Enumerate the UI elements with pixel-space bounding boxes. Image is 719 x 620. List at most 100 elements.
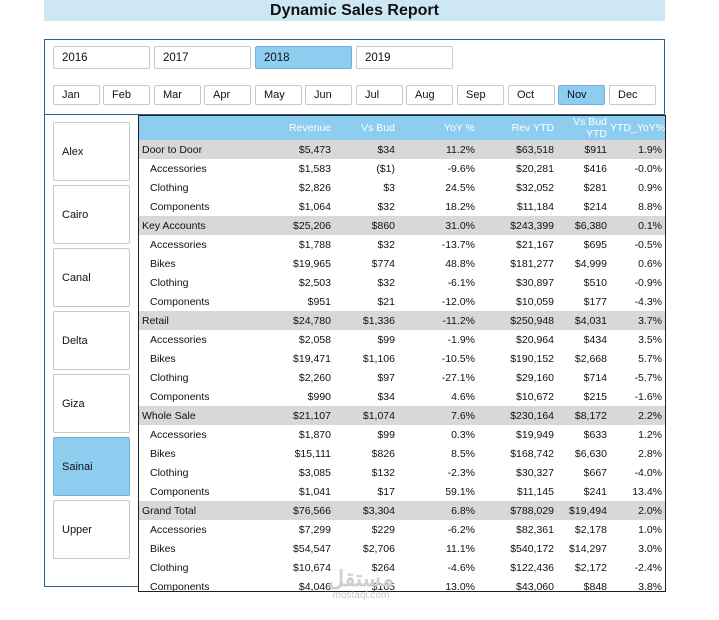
value-cell: -1.6% [634,390,662,403]
pivot-table-container: Revenue Vs Bud YoY % Rev YTD Vs Bud YTD … [138,115,666,592]
region-button-delta[interactable]: Delta [53,311,130,370]
region-button-giza[interactable]: Giza [53,374,130,433]
table-row[interactable]: Accessories $7,299 $229 -6.2% $82,361 $2,178 1… [139,520,665,539]
value-cell: $32 [377,200,395,213]
table-group-row[interactable]: Whole Sale $21,107 $1,074 7.6% $230,164 $8,17… [139,406,665,425]
value-cell: $34 [334,140,398,159]
month-button-feb[interactable]: Feb [103,85,150,105]
table-row[interactable]: Clothing $2,260 $97 -27.1% $29,160 $714 -5.7% [139,368,665,387]
table-row[interactable]: Bikes $15,111 $826 8.5% $168,742 $6,630 2.8% [139,444,665,463]
value-cell: $788,029 [478,501,557,520]
value-cell: $250,948 [478,311,557,330]
value-cell: $177 [583,295,607,308]
table-row[interactable]: Components $1,041 $17 59.1% $11,145 $241 13.4% [139,482,665,501]
value-cell: $29,160 [516,371,554,384]
region-button-sainai[interactable]: Sainai [53,437,130,496]
row-label-cell: Grand Total [139,501,239,520]
value-cell: $848 [583,580,607,592]
value-cell: $1,870 [298,428,331,441]
table-row[interactable]: Components $1,064 $32 18.2% $11,184 $214 8.8% [139,197,665,216]
row-label-cell: Components [150,485,210,498]
table-group-row[interactable]: Grand Total $76,566 $3,304 6.8% $788,029 $19,… [139,501,665,520]
value-cell: 2.0% [610,501,665,520]
value-cell: $214 [583,200,607,213]
value-cell: $2,826 [298,181,331,194]
row-label-cell: Door to Door [139,140,239,159]
table-row[interactable]: Clothing $3,085 $132 -2.3% $30,327 $667 -4.0% [139,463,665,482]
month-button-aug[interactable]: Aug [406,85,453,105]
header-vs-bud: Vs Bud [334,116,398,140]
region-button-alex[interactable]: Alex [53,122,130,181]
value-cell: $1,106 [362,352,395,365]
value-cell: 3.7% [610,311,665,330]
row-label-cell: Clothing [150,276,189,289]
value-cell: $6,630 [574,447,607,460]
table-row[interactable]: Clothing $10,674 $264 -4.6% $122,436 $2,172 -2… [139,558,665,577]
table-row[interactable]: Components $990 $34 4.6% $10,672 $215 -1.6% [139,387,665,406]
month-button-dec[interactable]: Dec [609,85,656,105]
value-cell: ($1) [376,162,395,175]
month-button-jan[interactable]: Jan [53,85,100,105]
table-row[interactable]: Components $4,046 $105 13.0% $43,060 $848 3.8% [139,577,665,592]
header-yoy: YoY % [398,116,478,140]
month-button-mar[interactable]: Mar [154,85,201,105]
value-cell: -13.7% [441,238,475,251]
table-row[interactable]: Bikes $19,471 $1,106 -10.5% $190,152 $2,668 5.… [139,349,665,368]
month-button-oct[interactable]: Oct [508,85,555,105]
value-cell: $21 [377,295,395,308]
value-cell: -2.3% [447,466,475,479]
row-label-cell: Components [150,295,210,308]
table-row[interactable]: Clothing $2,503 $32 -6.1% $30,897 $510 -0.9% [139,273,665,292]
table-row[interactable]: Accessories $1,870 $99 0.3% $19,949 $633 1.2% [139,425,665,444]
value-cell: 24.5% [445,181,475,194]
month-button-jun[interactable]: Jun [305,85,352,105]
table-row[interactable]: Accessories $1,583 ($1) -9.6% $20,281 $416 -0.… [139,159,665,178]
month-button-nov[interactable]: Nov [558,85,605,105]
region-button-canal[interactable]: Canal [53,248,130,307]
value-cell: 0.1% [610,216,665,235]
value-cell: $5,473 [239,140,334,159]
value-cell: 3.8% [638,580,662,592]
row-label-cell: Bikes [150,352,176,365]
value-cell: $122,436 [510,561,554,574]
value-cell: $3 [383,181,395,194]
region-button-upper[interactable]: Upper [53,500,130,559]
month-button-jul[interactable]: Jul [356,85,403,105]
value-cell: $774 [371,257,395,270]
value-cell: $826 [371,447,395,460]
year-button-2019[interactable]: 2019 [356,46,453,69]
value-cell: -6.1% [447,276,475,289]
value-cell: $99 [377,333,395,346]
month-button-sep[interactable]: Sep [457,85,504,105]
region-button-cairo[interactable]: Cairo [53,185,130,244]
year-button-2017[interactable]: 2017 [154,46,251,69]
value-cell: 48.8% [445,257,475,270]
table-group-row[interactable]: Key Accounts $25,206 $860 31.0% $243,399 $6,3… [139,216,665,235]
value-cell: -11.2% [398,311,478,330]
value-cell: $860 [334,216,398,235]
value-cell: $14,297 [569,542,607,555]
value-cell: 6.8% [398,501,478,520]
table-row[interactable]: Accessories $2,058 $99 -1.9% $20,964 $434 3.5% [139,330,665,349]
value-cell: $10,674 [293,561,331,574]
year-button-2018[interactable]: 2018 [255,46,352,69]
year-button-2016[interactable]: 2016 [53,46,150,69]
value-cell: -4.6% [447,561,475,574]
value-cell: $434 [583,333,607,346]
value-cell: $25,206 [239,216,334,235]
table-row[interactable]: Bikes $19,965 $774 48.8% $181,277 $4,999 0.6% [139,254,665,273]
table-group-row[interactable]: Retail $24,780 $1,336 -11.2% $250,948 $4,031 3… [139,311,665,330]
month-button-may[interactable]: May [255,85,302,105]
month-button-apr[interactable]: Apr [204,85,251,105]
region-slicer-frame [44,115,139,587]
row-label-cell: Clothing [150,181,189,194]
header-rev-ytd: Rev YTD [478,116,557,140]
table-row[interactable]: Bikes $54,547 $2,706 11.1% $540,172 $14,297 3.… [139,539,665,558]
table-row[interactable]: Accessories $1,788 $32 -13.7% $21,167 $695 -0.… [139,235,665,254]
table-row[interactable]: Components $951 $21 -12.0% $10,059 $177 -4.3% [139,292,665,311]
value-cell: $1,788 [298,238,331,251]
table-group-row[interactable]: Door to Door $5,473 $34 11.2% $63,518 $911 1.9… [139,140,665,159]
value-cell: 13.4% [632,485,662,498]
value-cell: $241 [583,485,607,498]
table-row[interactable]: Clothing $2,826 $3 24.5% $32,052 $281 0.9% [139,178,665,197]
